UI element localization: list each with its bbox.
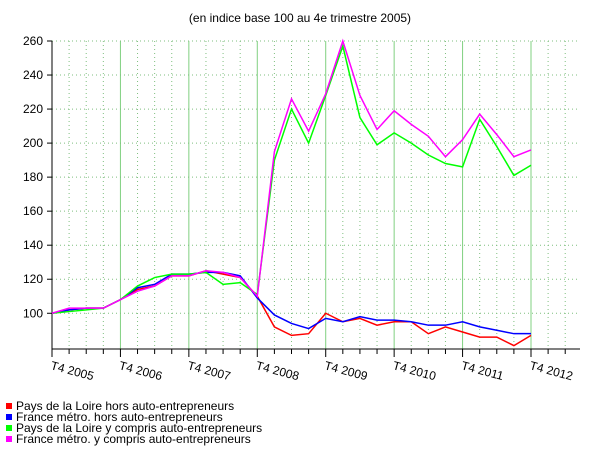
x-tick-label: T4 2007 — [186, 358, 232, 383]
legend-swatch — [6, 403, 12, 409]
legend-swatch — [6, 425, 12, 431]
chart-title: (en indice base 100 au 4e trimestre 2005… — [189, 11, 411, 25]
legend-label: France métro. hors auto-entrepreneurs — [16, 410, 223, 424]
y-tick-label: 200 — [23, 136, 43, 150]
x-tick-label: T4 2012 — [528, 358, 574, 383]
y-tick-label: 260 — [23, 34, 43, 48]
x-tick-label: T4 2011 — [460, 358, 506, 383]
legend-swatch — [6, 436, 12, 442]
x-tick-label: T4 2005 — [49, 358, 95, 383]
y-tick-label: 140 — [23, 238, 43, 252]
series-line — [51, 271, 531, 335]
series-line — [51, 38, 532, 314]
x-tick-label: T4 2009 — [323, 358, 369, 383]
series-line — [51, 43, 532, 315]
legend-swatch — [6, 414, 12, 420]
y-tick-label: 220 — [23, 102, 43, 116]
x-tick-label: T4 2008 — [255, 358, 301, 383]
legend-label: France métro. y compris auto-entrepreneu… — [16, 432, 251, 446]
y-tick-label: 180 — [23, 170, 43, 184]
y-tick-label: 100 — [23, 306, 43, 320]
series-line — [51, 269, 532, 347]
x-tick-label: T4 2006 — [118, 358, 164, 383]
legend-label: Pays de la Loire hors auto-entrepreneurs — [16, 399, 234, 413]
y-tick-label: 240 — [23, 68, 43, 82]
legend-label: Pays de la Loire y compris auto-entrepre… — [16, 421, 262, 435]
x-tick-label: T4 2010 — [391, 358, 437, 383]
y-tick-label: 120 — [23, 272, 43, 286]
y-tick-label: 160 — [23, 204, 43, 218]
